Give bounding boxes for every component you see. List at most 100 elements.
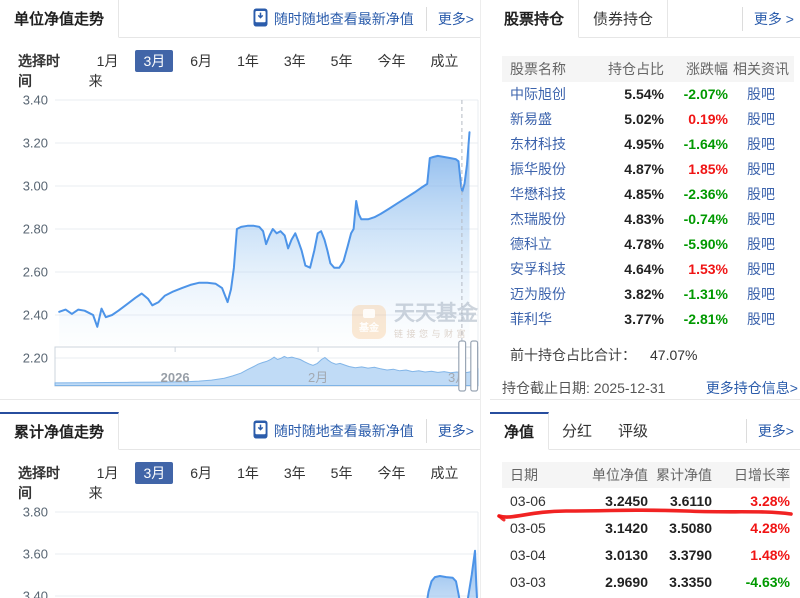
stock-forum-link[interactable]: 股吧	[747, 211, 775, 227]
cum-nav-value: 3.3350	[669, 574, 712, 590]
stock-forum-link[interactable]: 股吧	[747, 186, 775, 202]
svg-text:2.60: 2.60	[23, 265, 48, 280]
holding-change: -1.31%	[683, 286, 728, 302]
time-option-6[interactable]: 今年	[377, 53, 406, 69]
time-option-4[interactable]: 3年	[283, 465, 306, 481]
holding-change: -5.90%	[683, 236, 728, 252]
svg-text:3.40: 3.40	[23, 589, 48, 598]
datazoom-handle[interactable]	[458, 340, 479, 392]
tab-stock-holdings[interactable]: 股票持仓	[490, 0, 580, 38]
stock-name-link[interactable]: 中际旭创	[510, 86, 566, 102]
holdings-more-link[interactable]: 更多 >	[741, 6, 800, 31]
nav-date: 03-05	[510, 520, 546, 536]
time-option-7[interactable]: 成立来	[88, 465, 459, 501]
svg-text:2.40: 2.40	[23, 308, 48, 323]
time-option-4[interactable]: 3年	[283, 53, 306, 69]
stock-forum-link[interactable]: 股吧	[747, 236, 775, 252]
svg-text:3.40: 3.40	[23, 93, 48, 108]
cum-nav-value: 3.6110	[669, 493, 712, 509]
unit-more-link[interactable]: 更多>	[425, 6, 480, 31]
cumulative-nav-chart: 3.80 3.60 3.40	[23, 505, 479, 598]
col-stock-name: 股票名称	[510, 61, 566, 77]
tab-nav[interactable]: 净值	[490, 412, 550, 450]
time-option-2[interactable]: 6月	[190, 53, 213, 69]
col-weight: 持仓占比	[608, 61, 664, 77]
nav-history-header-right: 更多>	[745, 412, 800, 449]
stock-name-link[interactable]: 华懋科技	[510, 186, 566, 202]
unit-nav-title: 单位净值走势	[14, 11, 105, 28]
cum-more-link[interactable]: 更多>	[425, 418, 480, 443]
cum-nav-value: 3.5080	[669, 520, 712, 536]
time-option-0[interactable]: 1月	[96, 465, 119, 481]
stock-forum-link[interactable]: 股吧	[747, 136, 775, 152]
stock-forum-link[interactable]: 股吧	[747, 111, 775, 127]
unit-nav-panel: 单位净值走势 随时随地查看最新净值 更多>	[0, 0, 480, 400]
stock-name-link[interactable]: 德科立	[510, 236, 552, 252]
bond-holdings-label: 债券持仓	[593, 11, 654, 28]
holding-row: 迈为股份 3.82% -1.31% 股吧	[502, 282, 794, 307]
tab-cumulative-nav-trend[interactable]: 累计净值走势	[0, 412, 120, 450]
time-option-2[interactable]: 6月	[190, 465, 213, 481]
stock-name-link[interactable]: 迈为股份	[510, 286, 566, 302]
stock-forum-link[interactable]: 股吧	[747, 311, 775, 327]
holding-weight: 4.78%	[624, 236, 664, 252]
time-option-3[interactable]: 1年	[237, 53, 259, 69]
time-option-3[interactable]: 1年	[237, 465, 259, 481]
stock-name-link[interactable]: 振华股份	[510, 161, 566, 177]
holding-change: -2.07%	[683, 86, 728, 102]
cum-nav-value: 3.3790	[669, 547, 712, 563]
chart-navigator[interactable]: 2026 2月 3月	[54, 346, 479, 387]
tab-bond-holdings[interactable]: 债券持仓	[579, 0, 669, 37]
holding-change: -2.36%	[683, 186, 728, 202]
time-option-5[interactable]: 5年	[330, 465, 353, 481]
tab-rating[interactable]: 评级	[605, 412, 661, 449]
cum-time-options: 1月 3月 6月 1年 3年 5年 今年 成立来	[88, 462, 480, 503]
holding-weight: 5.02%	[624, 111, 664, 127]
stock-name-link[interactable]: 安孚科技	[510, 261, 566, 277]
cumulative-nav-title: 累计净值走势	[14, 424, 105, 441]
holding-weight: 5.54%	[624, 86, 664, 102]
stock-name-link[interactable]: 杰瑞股份	[510, 211, 566, 227]
stock-forum-link[interactable]: 股吧	[747, 161, 775, 177]
holdings-footer: 持仓截止日期: 2025-12-31 更多持仓信息>	[502, 378, 798, 398]
col-unit-nav: 单位净值	[592, 467, 648, 483]
time-option-1[interactable]: 3月	[135, 50, 174, 72]
nav-history-table: 日期 单位净值 累计净值 日增长率 03-06 3.2450 3.6110 3.28%…	[497, 462, 793, 596]
svg-text:2.80: 2.80	[23, 222, 48, 237]
time-option-1[interactable]: 3月	[135, 462, 174, 484]
holdings-table: 股票名称 持仓占比 涨跌幅 相关资讯 中际旭创 5.54% -2.07% 股吧 新易盛 5…	[502, 56, 794, 332]
time-selector-label: 选择时间	[18, 53, 60, 89]
nav-date: 03-06	[510, 493, 546, 509]
app-promo-link[interactable]: 随时随地查看最新净值	[253, 8, 426, 30]
holding-row: 杰瑞股份 4.83% -0.74% 股吧	[502, 207, 794, 232]
stock-forum-link[interactable]: 股吧	[747, 261, 775, 277]
left-column: 单位净值走势 随时随地查看最新净值 更多>	[0, 0, 481, 598]
stock-forum-link[interactable]: 股吧	[747, 86, 775, 102]
nav-history-row: 03-04 3.0130 3.3790 1.48%	[502, 542, 790, 569]
more-holdings-link[interactable]: 更多持仓信息>	[705, 380, 798, 396]
tab-unit-nav-trend[interactable]: 单位净值走势	[0, 0, 120, 38]
time-option-0[interactable]: 1月	[96, 53, 119, 69]
holding-row: 德科立 4.78% -5.90% 股吧	[502, 232, 794, 257]
nav-history-more-link[interactable]: 更多>	[745, 418, 800, 443]
tab-dividend[interactable]: 分红	[549, 412, 605, 449]
nav-date: 03-03	[510, 574, 546, 590]
dividend-tab-label: 分红	[562, 423, 593, 440]
holding-row: 华懋科技 4.85% -2.36% 股吧	[502, 182, 794, 207]
app-promo-link-2[interactable]: 随时随地查看最新净值	[253, 420, 426, 442]
holdings-rows: 中际旭创 5.54% -2.07% 股吧 新易盛 5.02% 0.19% 股吧 东材科技 4.95…	[502, 82, 794, 332]
stock-name-link[interactable]: 新易盛	[510, 111, 552, 127]
stock-name-link[interactable]: 东材科技	[510, 136, 566, 152]
holding-row: 菲利华 3.77% -2.81% 股吧	[502, 307, 794, 332]
time-option-7[interactable]: 成立来	[88, 53, 459, 89]
unit-header-right: 随时随地查看最新净值 更多>	[253, 0, 480, 37]
stock-holdings-label: 股票持仓	[504, 11, 565, 28]
svg-text:3.80: 3.80	[23, 505, 48, 520]
cum-header-right: 随时随地查看最新净值 更多>	[253, 412, 480, 449]
stock-forum-link[interactable]: 股吧	[747, 286, 775, 302]
promo-text: 随时随地查看最新净值	[273, 422, 414, 439]
time-option-5[interactable]: 5年	[330, 53, 353, 69]
time-option-6[interactable]: 今年	[377, 465, 406, 481]
cumulative-nav-panel: 累计净值走势 随时随地查看最新净值 更多>	[0, 400, 480, 598]
stock-name-link[interactable]: 菲利华	[510, 311, 552, 327]
